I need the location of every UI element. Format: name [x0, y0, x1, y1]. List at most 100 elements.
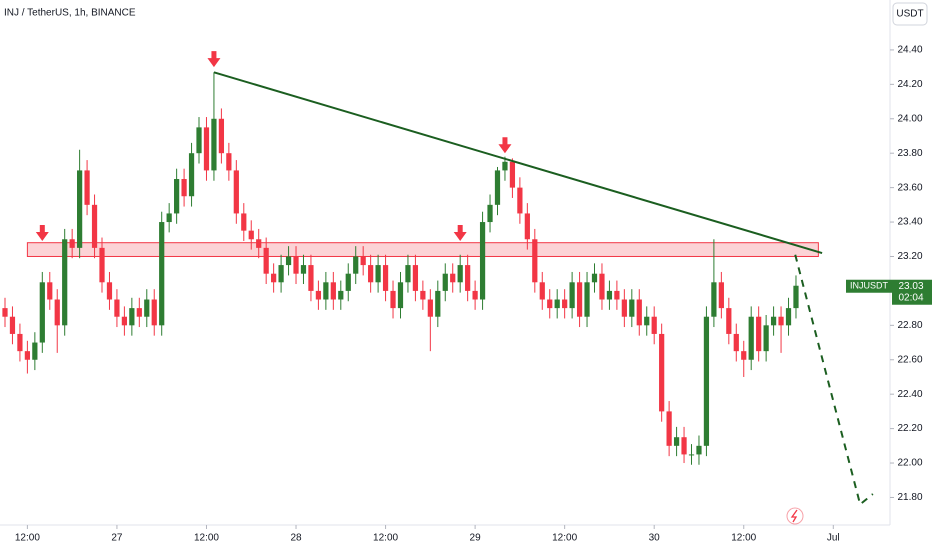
candle-body	[151, 299, 157, 326]
candle-body	[256, 239, 262, 248]
symbol-label: INJUSDT	[850, 281, 889, 291]
candle-body	[599, 273, 605, 300]
candle-body	[614, 290, 620, 300]
candle-body	[9, 316, 16, 334]
candle-body	[129, 308, 135, 326]
candle-body	[479, 222, 486, 300]
price-label: 23.03	[898, 281, 923, 292]
candle-body	[91, 204, 98, 248]
candle-body	[756, 316, 762, 352]
candle-body	[584, 282, 590, 317]
candle-body	[99, 247, 105, 283]
candle-body	[457, 265, 463, 283]
candle-body	[591, 273, 598, 283]
candle-body	[539, 282, 545, 300]
candle-body	[517, 187, 523, 214]
candle-body	[308, 265, 314, 291]
candle-body	[606, 290, 613, 300]
y-tick-label: 24.00	[897, 113, 922, 124]
candle-body	[375, 265, 381, 283]
y-tick-label: 22.00	[897, 458, 922, 469]
y-tick-label: 23.40	[897, 217, 922, 228]
candle-body	[278, 265, 284, 283]
candle-body	[114, 299, 120, 317]
x-tick-label: 12:00	[15, 533, 40, 544]
x-tick-label: Jul	[827, 533, 840, 544]
candle-body	[188, 153, 195, 197]
candle-body	[62, 239, 68, 326]
candle-body	[718, 282, 724, 309]
alert-icon[interactable]	[786, 507, 804, 525]
candle-body	[211, 118, 217, 171]
arrow-marker	[35, 224, 49, 241]
candle-body	[77, 170, 83, 248]
currency-button[interactable]	[892, 2, 928, 26]
chart-title: INJ / TetherUS, 1h, BINANCE	[4, 8, 136, 19]
candle-body	[271, 273, 277, 283]
candle-body	[405, 265, 411, 283]
candle-body	[47, 282, 53, 300]
candle-body	[360, 256, 366, 266]
y-tick-label: 23.60	[897, 182, 922, 193]
candle-body	[17, 333, 23, 352]
candle-body	[285, 256, 292, 266]
candle-body	[666, 411, 672, 446]
candle-body	[382, 265, 389, 291]
currency-label[interactable]: USDT	[896, 9, 923, 20]
candle-body	[174, 179, 180, 214]
candle-body	[181, 179, 187, 197]
support-zone	[26, 242, 819, 257]
arrow-marker	[498, 137, 512, 154]
candle-body	[166, 213, 172, 223]
candle-body	[532, 239, 538, 283]
symbol-tag	[846, 279, 892, 293]
candle-body	[726, 308, 732, 334]
candle-body	[233, 170, 239, 214]
y-tick-label: 24.40	[897, 45, 922, 56]
candle-body	[106, 282, 113, 300]
candle-body	[32, 342, 38, 360]
candle-body	[315, 290, 322, 300]
candle-body	[412, 265, 419, 291]
alert-icon[interactable]	[790, 509, 798, 523]
candle-body	[562, 299, 568, 309]
arrow-marker	[207, 51, 221, 68]
candle-body	[121, 316, 128, 326]
candle-body	[203, 127, 210, 171]
candle-body	[368, 265, 374, 283]
y-tick-label: 23.20	[897, 251, 922, 262]
candle-body	[741, 351, 747, 360]
candle-body	[659, 333, 665, 412]
x-tick-label: 12:00	[731, 533, 756, 544]
candle-body	[778, 316, 784, 326]
candle-body	[711, 282, 717, 317]
candle-body	[323, 282, 329, 300]
countdown-label: 02:04	[898, 292, 923, 303]
x-tick-label: 29	[470, 533, 482, 544]
candle-body	[136, 308, 142, 317]
candle-body	[733, 333, 739, 352]
candle-body	[24, 351, 30, 360]
candle-body	[144, 299, 150, 317]
candle-body	[576, 282, 583, 317]
x-tick-label: 28	[290, 533, 302, 544]
trendline	[213, 71, 823, 254]
y-tick-label: 22.80	[897, 320, 922, 331]
arrow-marker	[453, 224, 467, 241]
candle-body	[300, 265, 307, 274]
candle-body	[54, 299, 60, 326]
candle-body	[39, 282, 45, 343]
candle-body	[196, 127, 202, 154]
candle-body	[338, 290, 344, 300]
candle-body	[435, 290, 441, 317]
candle-body	[636, 299, 642, 326]
y-tick-label: 21.80	[897, 492, 922, 503]
candle-body	[450, 273, 456, 283]
candle-body	[84, 170, 90, 205]
candle-body	[248, 230, 254, 240]
y-tick-label: 23.80	[897, 148, 922, 159]
candle-body	[293, 256, 299, 274]
x-tick-label: 30	[649, 533, 661, 544]
candle-body	[763, 325, 769, 352]
